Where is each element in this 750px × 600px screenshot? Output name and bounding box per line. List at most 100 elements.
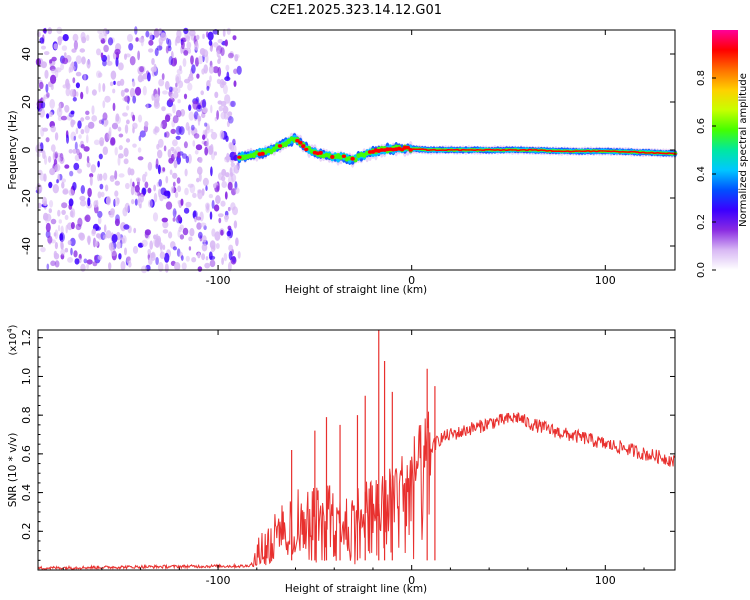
noise-speckle xyxy=(104,184,109,192)
noise-speckle xyxy=(114,146,118,156)
y-tick-label: -20 xyxy=(20,189,33,207)
noise-speckle xyxy=(206,85,210,91)
noise-speckle xyxy=(211,199,215,209)
noise-speckle xyxy=(176,155,182,165)
y-tick-label: 1.2 xyxy=(20,329,33,347)
noise-speckle xyxy=(126,105,130,111)
noise-speckle xyxy=(179,234,185,240)
noise-speckle xyxy=(149,32,153,42)
noise-speckle xyxy=(75,55,82,64)
noise-speckle xyxy=(164,252,170,263)
noise-speckle xyxy=(73,162,80,171)
noise-speckle xyxy=(172,181,176,187)
noise-speckle xyxy=(216,50,220,58)
noise-speckle xyxy=(153,93,160,104)
noise-speckle xyxy=(223,214,230,220)
noise-speckle xyxy=(227,181,233,191)
noise-speckle xyxy=(41,45,46,50)
noise-speckle xyxy=(183,207,190,214)
noise-speckle xyxy=(116,241,121,249)
noise-speckle xyxy=(124,247,127,256)
x-tick-label: -100 xyxy=(206,274,231,287)
noise-speckle xyxy=(100,52,104,59)
y-tick-label: 0.2 xyxy=(20,523,33,541)
noise-speckle xyxy=(173,160,178,169)
noise-speckle xyxy=(86,155,90,164)
noise-speckle xyxy=(215,195,221,204)
noise-speckle xyxy=(106,60,113,66)
noise-speckle xyxy=(80,144,85,149)
noise-speckle xyxy=(61,57,69,65)
noise-speckle xyxy=(117,156,121,166)
noise-speckle xyxy=(170,57,177,67)
noise-speckle xyxy=(54,132,59,141)
noise-speckle xyxy=(196,104,203,112)
noise-speckle xyxy=(228,250,233,261)
noise-speckle xyxy=(95,226,101,231)
noise-speckle xyxy=(226,230,231,237)
noise-speckle xyxy=(183,50,189,56)
noise-speckle xyxy=(64,52,67,57)
noise-speckle xyxy=(123,158,129,165)
noise-speckle xyxy=(70,131,77,142)
noise-speckle xyxy=(73,135,77,141)
colorbar-tick-label: 0.8 xyxy=(696,70,707,86)
noise-speckle xyxy=(192,210,198,220)
noise-speckle xyxy=(224,191,228,200)
noise-speckle xyxy=(105,196,111,206)
noise-speckle xyxy=(132,95,137,104)
noise-speckle xyxy=(74,141,78,151)
noise-speckle xyxy=(48,208,52,214)
noise-speckle xyxy=(102,100,106,109)
noise-speckle xyxy=(227,206,231,212)
noise-speckle xyxy=(164,114,171,122)
noise-speckle xyxy=(183,93,188,100)
noise-speckle xyxy=(222,28,226,37)
noise-speckle xyxy=(183,27,189,35)
noise-speckle xyxy=(58,102,62,113)
noise-speckle xyxy=(50,84,54,91)
colorbar: 0.0 0.2 0.4 0.6 0.8 Normalized spectral ampl… xyxy=(696,30,749,278)
noise-speckle xyxy=(46,113,50,119)
noise-speckle xyxy=(196,177,200,183)
noise-speckle xyxy=(153,184,157,192)
noise-speckle xyxy=(75,223,82,231)
noise-speckle xyxy=(214,231,221,241)
noise-speckle xyxy=(69,89,75,97)
noise-speckle xyxy=(159,123,163,129)
noise-speckle xyxy=(204,262,211,269)
noise-speckle xyxy=(140,38,144,47)
x-tick-label: 100 xyxy=(595,274,616,287)
noise-speckle xyxy=(44,201,47,207)
noise-speckle xyxy=(88,121,95,129)
noise-speckle xyxy=(228,116,234,124)
noise-speckle xyxy=(221,257,225,266)
noise-speckle xyxy=(202,134,206,140)
noise-speckle xyxy=(210,150,216,161)
noise-speckle xyxy=(142,187,147,195)
ridge-cell xyxy=(318,150,323,155)
noise-speckle xyxy=(161,119,168,130)
snr-scale-exp: 4 xyxy=(6,328,14,333)
noise-speckle xyxy=(130,186,135,196)
noise-speckle xyxy=(114,218,120,227)
noise-speckle xyxy=(91,228,97,235)
noise-speckle xyxy=(151,58,155,65)
noise-speckle xyxy=(129,178,133,188)
snr-xlabel: Height of straight line (km) xyxy=(285,583,427,595)
noise-speckle xyxy=(237,251,241,259)
noise-speckle xyxy=(86,161,91,168)
noise-speckle xyxy=(172,115,179,124)
noise-speckle xyxy=(72,181,77,191)
y-tick-label: 0.6 xyxy=(20,445,33,463)
noise-speckle xyxy=(60,242,64,250)
noise-speckle xyxy=(217,58,221,64)
noise-speckle xyxy=(57,36,62,46)
noise-speckle xyxy=(127,34,133,42)
ridge-cell xyxy=(301,144,306,149)
noise-speckle xyxy=(158,179,162,187)
noise-speckle xyxy=(209,75,212,83)
noise-speckle xyxy=(182,58,187,67)
noise-speckle xyxy=(126,256,132,264)
noise-speckle xyxy=(162,221,169,229)
